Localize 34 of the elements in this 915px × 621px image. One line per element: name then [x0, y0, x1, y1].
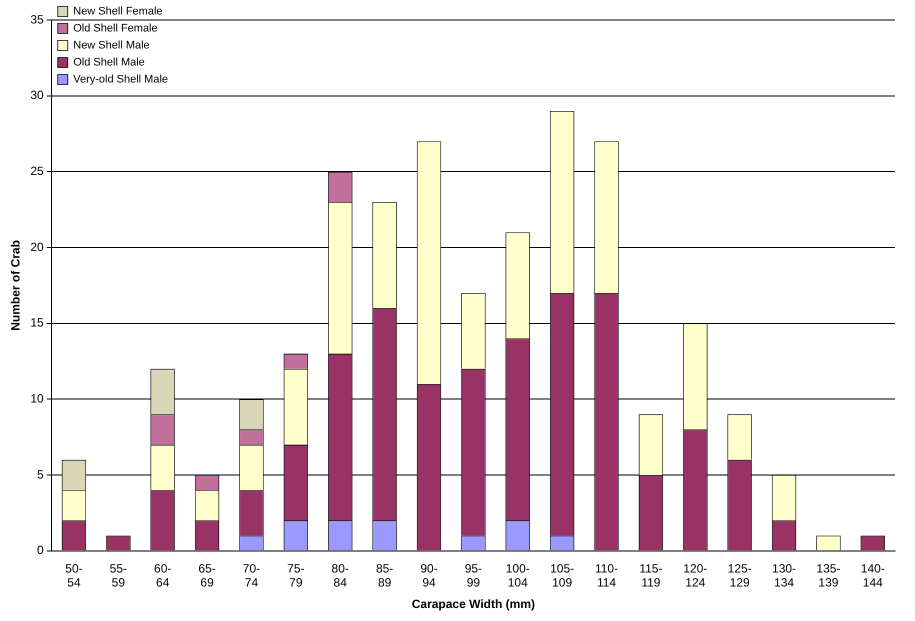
- x-tick-label: 70-74: [242, 561, 260, 590]
- y-tick-label: 25: [30, 164, 44, 178]
- y-tick-label: 0: [37, 543, 44, 558]
- x-tick-label: 60-64: [154, 561, 172, 590]
- x-axis-title: Carapace Width (mm): [412, 597, 535, 612]
- y-tick-label: 30: [30, 88, 44, 102]
- y-tick-label: 20: [30, 240, 44, 254]
- legend-label: New Shell Female: [73, 6, 163, 18]
- x-tick-label: 75-79: [287, 561, 305, 590]
- x-tick-label: 135-139: [816, 561, 840, 590]
- y-tick-label: 15: [30, 316, 44, 330]
- legend-label: Old Shell Female: [73, 22, 158, 35]
- x-tick-label: 85-89: [376, 561, 394, 590]
- x-tick-label: 90-94: [420, 561, 438, 590]
- x-tick-label: 130-134: [772, 561, 796, 590]
- legend-label: Very-old Shell Male: [73, 74, 168, 86]
- legend-label: New Shell Male: [73, 40, 150, 52]
- x-tick-label: 65-69: [198, 561, 216, 590]
- y-axis-title: Number of Crab: [8, 240, 23, 331]
- x-tick-label: 125-129: [728, 561, 752, 590]
- x-tick-label: 100-104: [506, 561, 530, 590]
- y-tick-label: 10: [30, 391, 44, 406]
- x-tick-label: 105-109: [550, 561, 574, 590]
- legend-label: Old Shell Male: [73, 56, 145, 69]
- x-tick-label: 50-54: [65, 561, 83, 590]
- x-tick-label: 110-114: [594, 561, 618, 590]
- x-tick-label: 80-84: [332, 561, 349, 590]
- x-tick-label: 140-144: [860, 561, 885, 590]
- x-tick-label: 115-119: [639, 561, 662, 590]
- y-tick-label: 35: [30, 12, 44, 26]
- x-tick-label: 55-59: [110, 561, 127, 590]
- y-tick-label: 5: [37, 467, 44, 482]
- x-tick-label: 120-124: [683, 561, 708, 590]
- x-tick-label: 95-99: [464, 561, 482, 590]
